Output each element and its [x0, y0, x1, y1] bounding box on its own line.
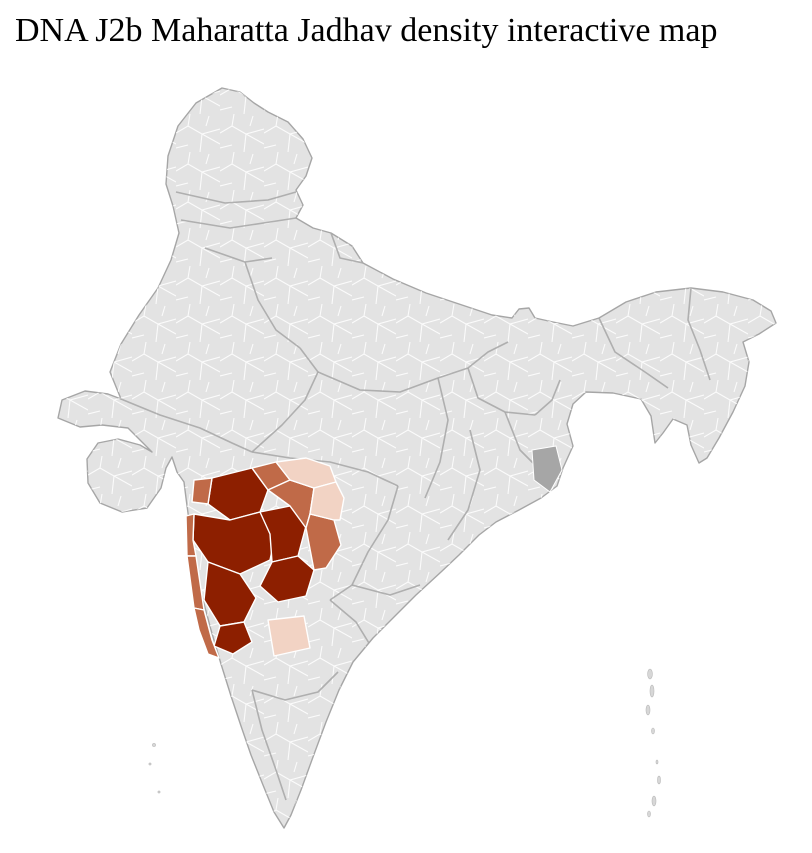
district-low[interactable]: [309, 481, 345, 521]
island: [651, 795, 657, 807]
island: [655, 759, 659, 765]
island: [645, 704, 651, 716]
district-high[interactable]: [213, 621, 253, 655]
island: [157, 790, 161, 794]
density-districts-high: [192, 467, 315, 655]
district-medium[interactable]: [191, 477, 213, 505]
andaman-nicobar-islands: [645, 668, 661, 818]
island: [649, 684, 655, 698]
district-medium[interactable]: [185, 513, 197, 557]
district-medium[interactable]: [186, 555, 205, 611]
district-mesh: [58, 88, 776, 828]
page-title: DNA J2b Maharatta Jadhav density interac…: [15, 12, 718, 49]
district-high[interactable]: [192, 511, 277, 575]
district-shaded-gray[interactable]: [531, 445, 563, 493]
district-medium[interactable]: [193, 607, 220, 659]
island: [657, 775, 661, 785]
district-high[interactable]: [259, 555, 315, 603]
island: [647, 810, 651, 818]
island: [651, 727, 655, 735]
island: [647, 668, 653, 680]
density-districts-medium: [185, 461, 342, 659]
island: [148, 762, 152, 766]
island: [152, 743, 156, 747]
district-low[interactable]: [267, 615, 311, 657]
lakshadweep-islands: [148, 743, 161, 794]
density-districts-low: [267, 457, 345, 657]
